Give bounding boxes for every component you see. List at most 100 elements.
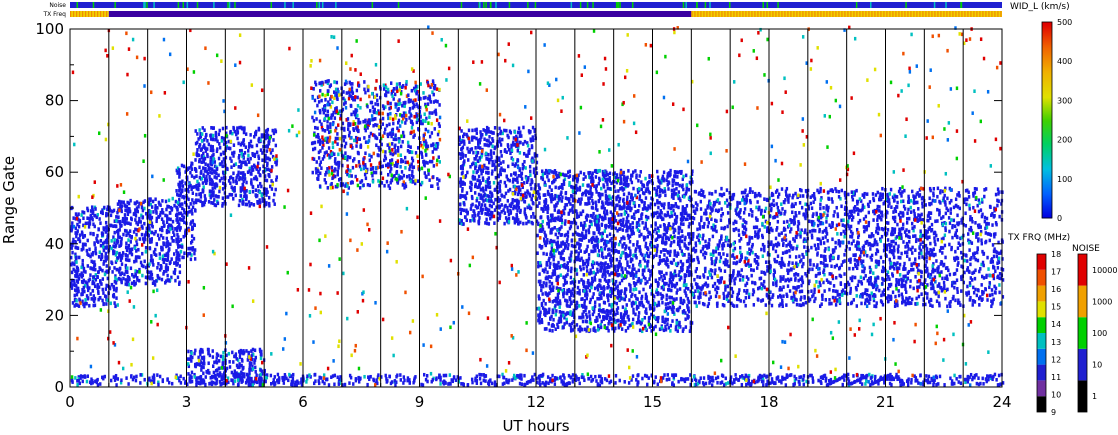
txfreq-stripe — [775, 11, 777, 17]
scatter-cell — [168, 247, 171, 251]
scatter-cell — [245, 202, 249, 207]
scatter-cell — [234, 193, 237, 198]
scatter-cell — [551, 272, 554, 276]
scatter-cell — [88, 303, 91, 308]
scatter-cell — [596, 208, 599, 212]
scatter-cell — [655, 192, 659, 197]
scatter-cell — [600, 268, 603, 273]
scatter-cell — [666, 317, 669, 322]
scatter-cell — [161, 228, 164, 233]
scatter-cell — [144, 245, 148, 250]
scatter-cell — [565, 303, 569, 307]
scatter-cell — [638, 245, 642, 249]
scatter-cell — [356, 183, 360, 188]
scatter-cell — [105, 224, 108, 229]
scatter-cell — [225, 125, 228, 130]
noise-speckle — [478, 2, 481, 8]
scatter-cell — [128, 277, 131, 282]
txfreq-stripe — [838, 11, 840, 17]
scatter-cell — [117, 215, 120, 220]
scatter-cell — [187, 246, 190, 251]
scatter-cell — [119, 254, 122, 258]
scatter-cell — [616, 311, 619, 315]
noise-speckle — [762, 2, 765, 8]
scatter-cell — [264, 129, 268, 134]
scatter-cell — [494, 165, 497, 170]
scatter-cell — [590, 222, 593, 227]
scatter-cell — [553, 208, 556, 212]
scatter-cell — [167, 241, 170, 246]
scatter-cell — [80, 247, 83, 252]
scatter-cell — [535, 153, 539, 158]
scatter-cell — [547, 310, 551, 315]
scatter-cell — [179, 204, 182, 208]
scatter-cell — [540, 318, 544, 322]
scatter-cell — [330, 165, 334, 170]
scatter-cell — [678, 277, 682, 282]
scatter-cell — [685, 211, 688, 216]
scatter-cell — [561, 264, 564, 268]
scatter-cell — [350, 86, 354, 90]
noise-speckle — [321, 2, 324, 8]
scatter-cell — [138, 267, 141, 272]
scatter-cell — [115, 278, 119, 282]
scatter-cell — [516, 180, 519, 184]
scatter-cell — [422, 139, 426, 143]
scatter-cell — [181, 206, 184, 211]
scatter-cell — [430, 159, 434, 164]
scatter-cell — [408, 150, 411, 155]
scatter-cell — [209, 170, 212, 175]
scatter-cell — [515, 203, 518, 208]
scatter-cell — [502, 208, 505, 212]
scatter-cell — [689, 289, 692, 294]
scatter-cell — [334, 126, 338, 131]
scatter-cell — [664, 308, 668, 313]
scatter-cell — [487, 127, 490, 131]
scatter-cell — [629, 289, 632, 294]
scatter-cell — [178, 258, 181, 262]
scatter-cell — [662, 287, 665, 292]
scatter-cell — [149, 197, 152, 201]
scatter-cell — [458, 135, 461, 140]
scatter-cell — [381, 134, 385, 138]
scatter-cell — [590, 237, 593, 242]
scatter-cell — [553, 269, 557, 273]
scatter-cell — [563, 262, 566, 267]
scatter-cell — [315, 117, 318, 121]
scatter-cell — [161, 254, 165, 259]
scatter-cell — [224, 140, 228, 145]
scatter-cell — [75, 231, 79, 236]
scatter-cell — [376, 98, 379, 103]
scatter-cell — [500, 154, 503, 158]
txfreq-stripe — [706, 11, 708, 17]
scatter-cell — [459, 156, 462, 161]
scatter-cell — [258, 190, 262, 195]
scatter-cell — [205, 180, 208, 185]
scatter-cell — [141, 215, 145, 219]
scatter-cell — [684, 291, 687, 295]
scatter-cell — [346, 117, 350, 121]
scatter-cell — [604, 173, 607, 178]
scatter-cell — [485, 217, 488, 222]
scatter-cell — [662, 232, 665, 237]
scatter-cell — [213, 198, 216, 202]
scatter-cell — [411, 122, 414, 126]
scatter-cell — [617, 323, 621, 328]
scatter-cell — [89, 213, 93, 218]
scatter-cell — [640, 296, 643, 301]
scatter-cell — [326, 113, 330, 118]
scatter-cell — [424, 149, 427, 153]
scatter-cell — [241, 127, 244, 131]
scatter-cell — [463, 182, 466, 186]
scatter-cell — [687, 224, 691, 229]
scatter-cell — [562, 209, 565, 213]
scatter-cell — [135, 249, 138, 253]
scatter-cell — [178, 168, 181, 172]
scatter-cell — [130, 281, 134, 286]
scatter-cell — [359, 105, 362, 110]
scatter-cell — [544, 302, 547, 306]
scatter-cell — [548, 307, 551, 312]
scatter-cell — [682, 222, 685, 227]
scatter-cell — [258, 167, 261, 171]
scatter-cell — [351, 145, 354, 150]
